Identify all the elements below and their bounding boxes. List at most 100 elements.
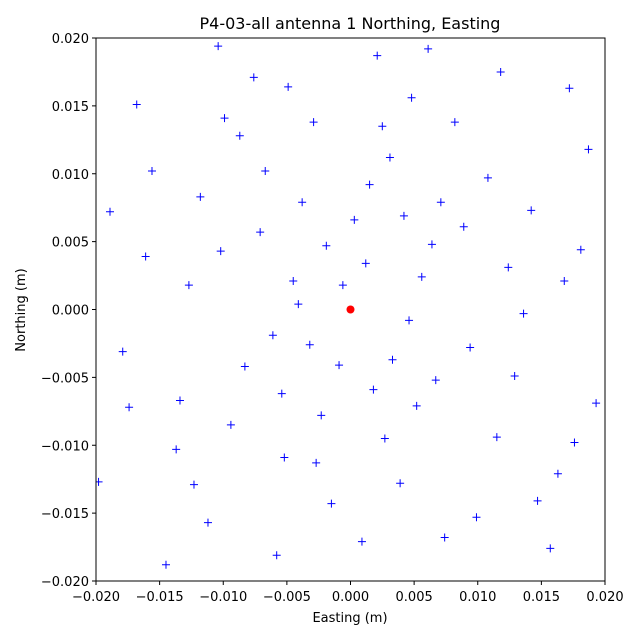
point (369, 385, 378, 394)
point (407, 93, 416, 102)
point (459, 222, 468, 231)
point (546, 544, 555, 553)
point (294, 300, 303, 309)
point (560, 276, 569, 285)
y-tick-label: 0.015 (52, 100, 89, 115)
point (483, 173, 492, 182)
point (424, 44, 433, 53)
x-tick-label: −0.010 (199, 590, 247, 605)
point (125, 403, 134, 412)
point (203, 518, 212, 527)
point (412, 401, 421, 410)
x-tick-label: −0.015 (136, 590, 184, 605)
point (427, 240, 436, 249)
x-tick-label: 0.010 (459, 590, 496, 605)
point (184, 281, 193, 290)
point (226, 420, 235, 429)
point (312, 458, 321, 467)
point (380, 434, 389, 443)
point (141, 252, 150, 261)
point (309, 118, 318, 127)
point (175, 396, 184, 405)
point (440, 533, 449, 542)
point (436, 198, 445, 207)
point (322, 241, 331, 250)
point (261, 167, 270, 176)
point (161, 560, 170, 569)
point (132, 100, 141, 109)
point (519, 309, 528, 318)
point (335, 361, 344, 370)
point (504, 263, 513, 272)
point (385, 153, 394, 162)
y-tick-label: 0.005 (52, 236, 89, 251)
point (570, 438, 579, 447)
point (399, 211, 408, 220)
point (338, 281, 347, 290)
y-tick-label: −0.005 (41, 371, 89, 386)
y-tick-label: 0.010 (52, 168, 89, 183)
point (235, 131, 244, 140)
point (256, 228, 265, 237)
point (268, 331, 277, 340)
point (249, 73, 258, 82)
plot-area (96, 42, 601, 569)
point (553, 469, 562, 478)
point (472, 513, 481, 522)
point (214, 42, 223, 51)
point (496, 67, 505, 76)
y-axis-label: Northing (m) (14, 268, 29, 351)
point (405, 316, 414, 325)
point (388, 355, 397, 364)
point (565, 84, 574, 93)
point (317, 411, 326, 420)
point (431, 376, 440, 385)
point (220, 114, 229, 123)
point (492, 433, 501, 442)
point (172, 445, 181, 454)
x-axis-label: Easting (m) (312, 611, 387, 626)
chart-title: P4-03-all antenna 1 Northing, Easting (200, 14, 501, 33)
point (105, 207, 114, 216)
point (147, 167, 156, 176)
point (417, 272, 426, 281)
x-tick-label: −0.005 (263, 590, 311, 605)
y-tick-label: −0.020 (41, 575, 89, 590)
point (216, 247, 225, 256)
point (361, 259, 370, 268)
point (298, 198, 307, 207)
point (272, 551, 281, 560)
point (466, 343, 475, 352)
point (576, 245, 585, 254)
point (357, 537, 366, 546)
point (373, 51, 382, 60)
point (378, 122, 387, 131)
point (289, 276, 298, 285)
x-tick-label: 0.005 (396, 590, 433, 605)
point (305, 340, 314, 349)
point (350, 215, 359, 224)
point (196, 192, 205, 201)
point (396, 479, 405, 488)
point (365, 180, 374, 189)
point (240, 362, 249, 371)
point (327, 499, 336, 508)
y-tick-label: 0.000 (52, 304, 89, 319)
point (527, 206, 536, 215)
point (510, 372, 519, 381)
x-tick-label: 0.000 (332, 590, 369, 605)
y-tick-label: −0.015 (41, 507, 89, 522)
point (533, 496, 542, 505)
point (118, 347, 127, 356)
point (277, 389, 286, 398)
point (346, 305, 355, 314)
point (592, 399, 601, 408)
point (450, 118, 459, 127)
y-tick-label: 0.020 (52, 32, 89, 47)
x-tick-label: −0.020 (72, 590, 120, 605)
x-tick-label: 0.020 (586, 590, 623, 605)
y-tick-label: −0.010 (41, 439, 89, 454)
point (284, 82, 293, 91)
point (280, 453, 289, 462)
